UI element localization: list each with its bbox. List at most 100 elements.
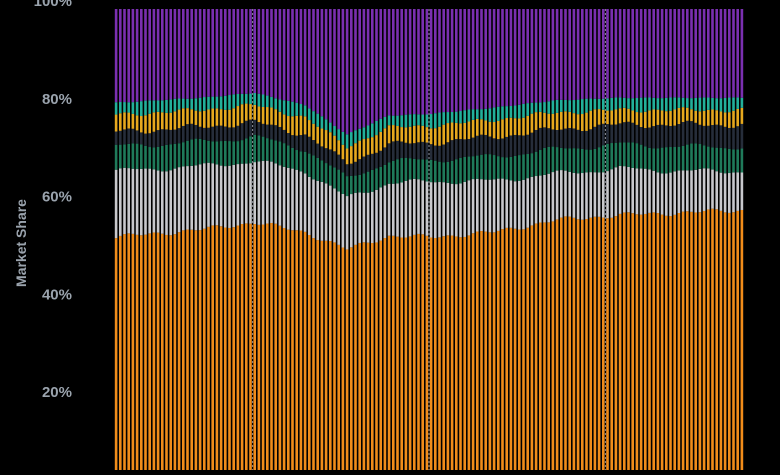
bar-segment [135,9,139,102]
bar-segment [161,233,164,470]
bar-segment [316,240,319,470]
bar-segment [127,168,130,234]
bar-segment [723,148,727,174]
bar-segment [215,141,219,165]
bar-segment [581,173,584,220]
stacked-bar [236,9,240,470]
bar-segment [564,99,567,112]
bar-segment [341,144,345,160]
bar-segment [135,101,139,116]
stacked-bar [371,9,374,470]
bar-segment [413,158,416,179]
bar-segment [366,171,370,193]
stacked-bar [446,9,450,470]
bar-segment [618,97,622,109]
bar-segment [308,108,311,121]
bar-segment [484,179,487,232]
bar-segment [392,183,395,236]
bar-segment [732,127,735,150]
bar-segment [215,9,219,97]
bar-segment [156,130,160,147]
bar-segment [450,122,454,141]
bar-segment [127,102,130,113]
bar-segment [232,164,235,228]
bar-segment [639,97,643,113]
bar-segment [295,169,298,231]
bar-segment [366,192,370,243]
bar-segment [518,155,521,181]
bar-segment [257,93,261,107]
bar-segment [715,98,718,111]
bar-segment [337,244,340,470]
bar-segment [329,185,332,242]
bar-segment [526,227,529,470]
bar-segment [677,146,681,171]
bar-segment [341,159,345,173]
bar-segment [266,223,269,470]
bar-segment [673,125,676,148]
bar-segment [618,108,622,124]
bar-segment [698,124,702,145]
bar-segment [404,237,408,470]
stacked-bar [728,9,731,470]
bar-segment [711,147,714,170]
bar-segment [660,98,664,111]
bar-segment [728,212,731,470]
bar-segment [597,98,601,110]
bar-segment [232,127,235,142]
bar-segment [497,106,500,121]
bar-segment [455,9,458,112]
bar-segment [224,140,227,167]
y-tick-label: 60% [42,189,72,206]
bar-segment [190,165,193,230]
bar-segment [715,147,718,172]
bar-segment [589,129,592,150]
bar-segment [152,112,156,132]
bar-segment [656,98,660,110]
bar-segment [736,126,739,150]
bar-segment [152,147,156,170]
stacked-bar [383,9,387,470]
bar-segment [127,128,130,144]
bar-segment [207,127,210,141]
bar-segment [623,122,626,143]
bar-segment [623,142,626,167]
bar-segment [677,9,681,98]
stacked-bar [194,9,198,470]
bar-segment [316,126,319,144]
bar-segment [207,96,210,110]
bar-segment [161,129,164,146]
bar-segment [681,170,685,212]
bar-segment [261,224,265,470]
bar-segment [425,181,429,236]
bar-segment [341,193,345,248]
bar-segment [488,108,492,122]
bar-segment [375,9,378,121]
y-axis-title: Market Share [13,199,29,287]
bar-segment [446,161,450,183]
bar-segment [219,226,223,470]
bar-segment [568,171,571,217]
stacked-bar [123,9,126,470]
bar-segment [228,141,231,166]
bar-segment [543,9,546,103]
bar-segment [728,148,731,174]
bar-segment [114,114,118,132]
bar-segment [530,225,534,470]
bar-segment [308,120,311,137]
bar-segment [631,122,634,143]
bar-segment [266,9,269,96]
bar-segment [392,115,395,126]
bar-segment [148,133,151,148]
bar-segment [144,9,147,101]
bar-segment [711,9,714,98]
bar-segment [455,139,458,160]
bar-segment [354,161,357,176]
bar-segment [534,176,538,224]
stacked-bar [261,9,265,470]
bar-segment [581,131,584,149]
bar-segment [177,109,181,129]
stacked-bar [740,9,744,471]
bar-segment [236,164,240,226]
